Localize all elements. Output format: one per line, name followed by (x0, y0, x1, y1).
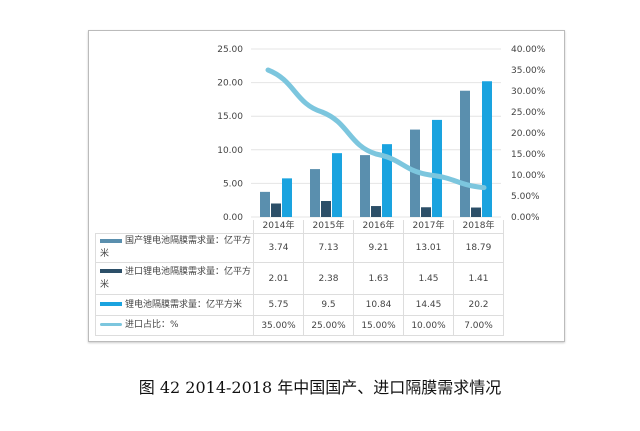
y-right-tick-label: 25.00% (511, 108, 546, 118)
data-label: 2.38 (303, 262, 354, 295)
series-name: 国产锂电池隔膜需求量：亿平方米 (100, 236, 252, 259)
bar (332, 153, 342, 217)
bar (432, 119, 442, 217)
y-right-tick-label: 30.00% (511, 87, 546, 97)
table-header-row: 2014年 2015年 2016年 2017年 2018年 (96, 220, 504, 234)
legend-bar-key (100, 302, 122, 306)
data-label: 25.00% (303, 315, 354, 336)
bar (460, 90, 470, 217)
data-label: 35.00% (253, 315, 304, 336)
data-label: 14.45 (403, 294, 454, 316)
bar (382, 144, 392, 217)
data-label: 10.84 (353, 294, 404, 316)
data-label: 10.00% (403, 315, 454, 336)
y-right-tick-label: 15.00% (511, 150, 546, 160)
table-row: 国产锂电池隔膜需求量：亿平方米 3.74 7.13 9.21 13.01 18.79 (95, 233, 504, 263)
y-right-tick-label: 5.00% (511, 192, 540, 202)
x-tick-label: 2016年 (353, 220, 404, 234)
legend-line-key (100, 323, 122, 326)
series-line (265, 67, 487, 191)
y-left-tick-label: 0.00 (223, 213, 243, 221)
table-row: 进口锂电池隔膜需求量：亿平方米 2.01 2.38 1.63 1.45 1.41 (95, 262, 504, 295)
y-right-tick-label: 10.00% (511, 171, 546, 181)
y-right-tick-label: 40.00% (511, 45, 546, 55)
bar (321, 201, 331, 217)
table-row: 进口占比：% 35.00% 25.00% 15.00% 10.00% 7.00% (95, 315, 504, 336)
data-label: 7.00% (453, 315, 504, 336)
x-tick-label: 2018年 (453, 220, 504, 234)
figure-caption: 图 42 2014-2018 年中国国产、进口隔膜需求情况 (138, 378, 502, 397)
series-label-cell: 进口锂电池隔膜需求量：亿平方米 (95, 262, 254, 295)
data-label: 2.01 (253, 262, 304, 295)
bar (471, 207, 481, 217)
series-name: 锂电池隔膜需求量：亿平方米 (125, 299, 243, 310)
data-label: 1.63 (353, 262, 404, 295)
data-label: 5.75 (253, 294, 304, 316)
x-tick-label: 2014年 (253, 220, 304, 234)
series-label-cell: 锂电池隔膜需求量：亿平方米 (95, 294, 254, 316)
bar (310, 169, 320, 217)
y-left-tick-label: 5.00 (223, 179, 243, 189)
bar (421, 207, 431, 217)
series-name: 进口锂电池隔膜需求量：亿平方米 (100, 266, 252, 290)
chart-plot: 0.00 5.00 10.00 15.00 20.00 25.00 0.00% 5.00% 10… (217, 45, 546, 221)
data-label: 1.41 (453, 262, 504, 295)
bar (482, 81, 492, 217)
table-corner (96, 220, 254, 234)
bar (282, 178, 292, 217)
data-label: 13.01 (403, 233, 454, 263)
y-right-tick-label: 0.00% (511, 213, 540, 221)
series-label-cell: 进口占比：% (95, 315, 254, 336)
x-tick-label: 2017年 (403, 220, 454, 234)
bar (371, 206, 381, 217)
table-row: 锂电池隔膜需求量：亿平方米 5.75 9.5 10.84 14.45 20.2 (95, 294, 504, 316)
legend-bar-key (100, 269, 122, 273)
y-right-tick-label: 20.00% (511, 129, 546, 139)
y-left-tick-label: 20.00 (217, 79, 243, 89)
data-label: 18.79 (453, 233, 504, 263)
bar (360, 155, 370, 217)
bar (271, 203, 281, 217)
y-left-tick-label: 15.00 (217, 112, 243, 122)
y-left-tick-label: 10.00 (217, 146, 243, 156)
data-label: 3.74 (253, 233, 304, 263)
data-label: 15.00% (353, 315, 404, 336)
series-name: 进口占比：% (125, 320, 179, 330)
data-label: 9.5 (303, 294, 354, 316)
data-label: 7.13 (303, 233, 354, 263)
data-label: 1.45 (403, 262, 454, 295)
y-left-tick-label: 25.00 (217, 45, 243, 55)
bar (260, 191, 270, 217)
data-table: 2014年 2015年 2016年 2017年 2018年 国产锂电池隔膜需求量：亿平方米… (95, 220, 504, 336)
data-label: 20.2 (453, 294, 504, 316)
x-tick-label: 2015年 (303, 220, 354, 234)
series-label-cell: 国产锂电池隔膜需求量：亿平方米 (95, 233, 254, 263)
data-label: 9.21 (353, 233, 404, 263)
y-right-tick-label: 35.00% (511, 66, 546, 76)
legend-bar-key (100, 238, 122, 243)
